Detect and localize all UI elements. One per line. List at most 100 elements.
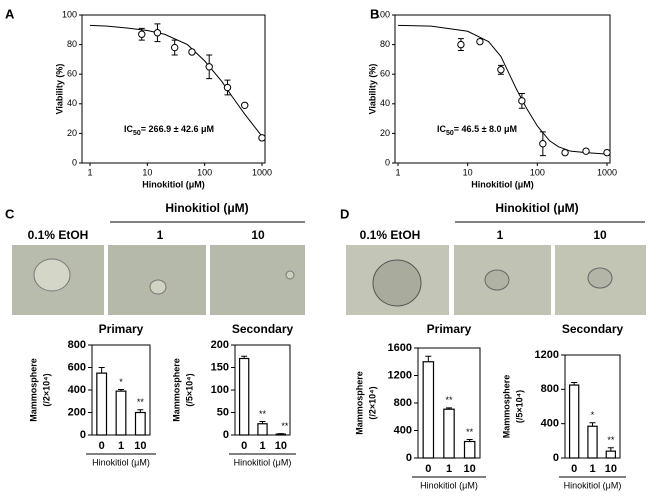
y-axis-label: Mammosphere: [28, 358, 38, 422]
x-tick-label: 1000: [597, 167, 617, 177]
image-label: 0.1% EtOH: [360, 228, 421, 242]
x-tick-label: 1: [395, 167, 400, 177]
y-tick-label: 0: [72, 157, 77, 167]
error-bar: [118, 388, 124, 392]
bar: [257, 423, 268, 436]
error-bar: [241, 355, 248, 359]
x-tick-label: 1: [446, 463, 452, 475]
error-bar: [137, 409, 144, 413]
x-tick-label: 10: [605, 463, 617, 475]
error-bar: [466, 438, 473, 442]
y-tick-label: 1600: [388, 342, 412, 354]
bar: [422, 361, 435, 459]
y-tick-label: 200: [211, 339, 229, 351]
x-tick-label: 0: [241, 440, 247, 452]
micrograph: [210, 245, 305, 315]
bar: [605, 450, 617, 459]
significance: *: [591, 410, 595, 420]
significance: **: [137, 397, 145, 407]
sphere: [484, 269, 510, 291]
bar: [463, 440, 476, 459]
data-point: [258, 134, 266, 142]
image-label: 0.1% EtOH: [28, 228, 89, 242]
data-point: [153, 29, 162, 37]
y-tick-label: 800: [394, 397, 412, 409]
data-point: [241, 101, 249, 109]
data-point: [518, 97, 526, 105]
y-tick-label: 150: [211, 361, 229, 373]
y-tick-label: 0: [553, 452, 559, 464]
y-axis-label: Mammosphere: [354, 371, 364, 435]
bar: [238, 357, 250, 436]
y-tick-label: 200: [68, 406, 86, 418]
annotation-part: 50: [133, 130, 141, 137]
error-bar: [259, 421, 266, 424]
sphere: [372, 259, 422, 307]
image-label: 1: [497, 228, 504, 242]
y-tick-label: 20: [67, 128, 77, 138]
y-tick-label: 0: [385, 157, 390, 167]
annotation-part: = 46.5 ± 8.0 μM: [454, 124, 517, 134]
x-axis-label: Hinokitiol (μM): [471, 179, 534, 189]
y-tick-label: 20: [380, 128, 390, 138]
data-point: [138, 30, 146, 38]
error-bar: [425, 355, 432, 362]
data-point: [457, 40, 465, 49]
bar: [275, 433, 287, 436]
x-tick-label: 0: [425, 463, 431, 475]
sphere: [33, 258, 71, 292]
data-point: [539, 140, 547, 148]
plot-frame: [394, 14, 611, 164]
y-tick-label: 40: [67, 98, 77, 108]
y-axis-label: Mammosphere: [171, 358, 181, 422]
y-tick-label: 60: [67, 69, 77, 79]
error-bar: [589, 422, 596, 427]
annotation: IC50= 46.5 ± 8.0 μM: [437, 124, 517, 136]
x-tick-label: 10: [142, 167, 152, 177]
fit-curve: [397, 24, 608, 155]
y-tick-label: 400: [68, 384, 86, 396]
data-point: [223, 83, 232, 92]
y-tick-label: 400: [541, 418, 559, 430]
x-tick-label: 0: [571, 463, 577, 475]
x-tick-label: 10: [134, 440, 146, 452]
plot-frame: [81, 14, 266, 164]
x-tick-label: 100: [530, 167, 545, 177]
panel-label: D: [340, 206, 349, 221]
error-bar: [607, 447, 614, 452]
chart-title: Secondary: [562, 322, 624, 336]
y-tick-label: 800: [541, 383, 559, 395]
significance: **: [281, 421, 289, 431]
chart-title: Primary: [427, 322, 472, 336]
y-tick-label: 80: [380, 39, 390, 49]
y-axis-label: (/5×10⁴): [184, 373, 194, 406]
y-tick-label: 100: [211, 384, 229, 396]
y-tick-label: 40: [380, 98, 390, 108]
y-tick-label: 100: [62, 9, 77, 19]
annotation-part: IC: [437, 124, 447, 134]
y-axis-label: (/2×10⁴): [41, 373, 51, 406]
y-tick-label: 50: [217, 406, 229, 418]
y-tick-label: 80: [67, 39, 77, 49]
y-axis-label: Viability (%): [54, 64, 64, 115]
significance: **: [466, 427, 474, 437]
x-tick-label: 10: [463, 167, 473, 177]
x-tick-label: 1: [259, 440, 265, 452]
fit-curve: [89, 24, 263, 137]
micrographs: [12, 245, 646, 315]
annotation-part: = 266.9 ± 42.6 μM: [141, 124, 214, 134]
data-point: [582, 147, 590, 155]
error-bar: [446, 407, 452, 410]
panel-label: B: [370, 6, 379, 21]
y-axis-label: Viability (%): [367, 64, 377, 115]
y-tick-label: 60: [380, 69, 390, 79]
y-tick-label: 800: [68, 339, 86, 351]
x-tick-label: 10: [464, 463, 476, 475]
data-point: [188, 48, 196, 56]
y-axis-label: Mammosphere: [501, 375, 511, 439]
y-tick-label: 0: [406, 452, 412, 464]
y-tick-label: 1200: [535, 349, 559, 361]
x-tick-label: 100: [197, 167, 212, 177]
x-axis-label: Hinokitiol (μM): [234, 457, 292, 467]
